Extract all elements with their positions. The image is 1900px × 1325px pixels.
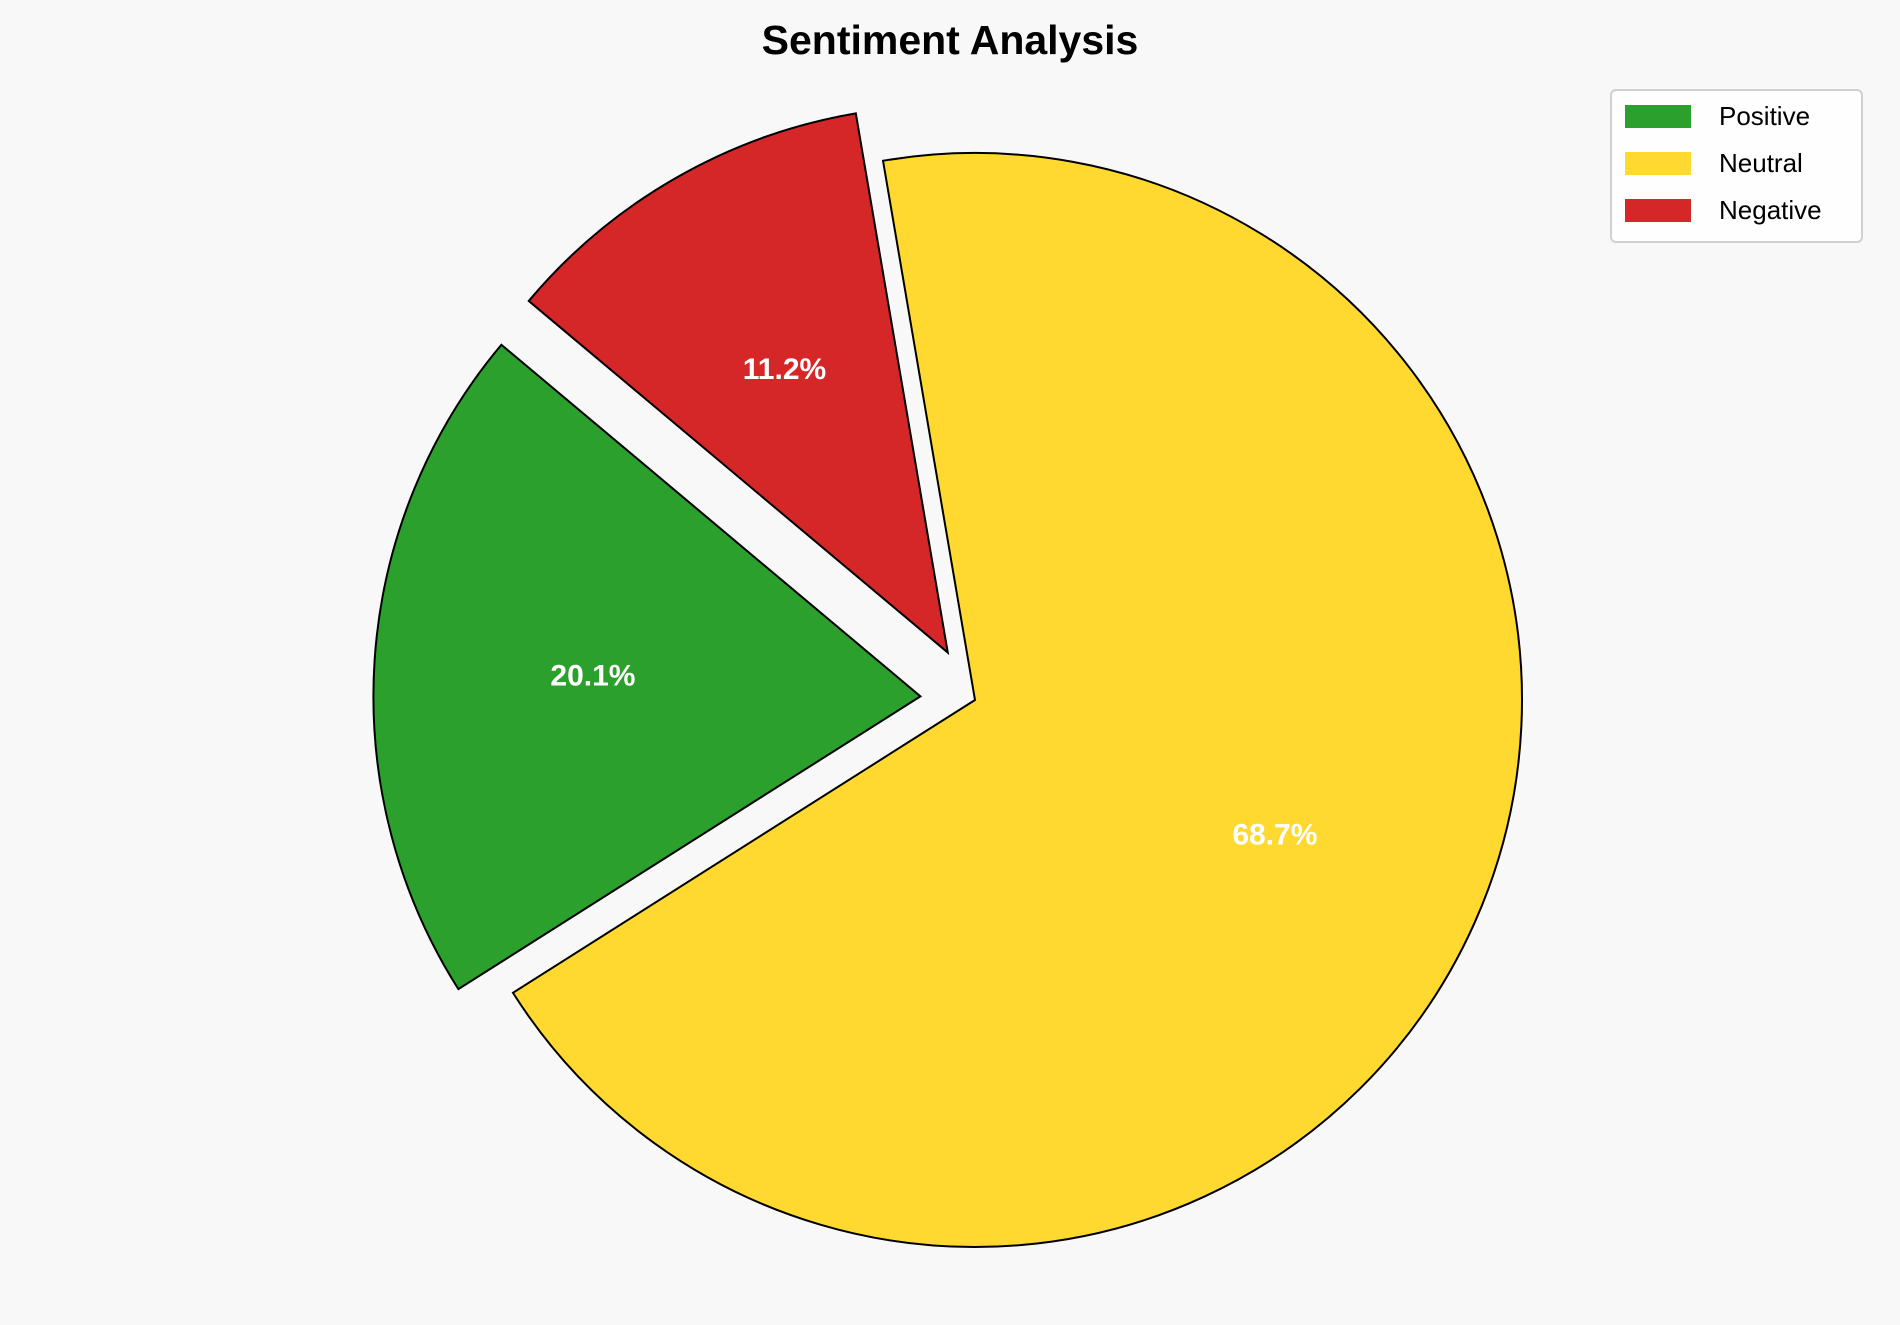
legend-label: Positive	[1719, 101, 1810, 131]
pie-wedge-negative	[527, 112, 950, 656]
legend-swatch	[1625, 105, 1691, 128]
pie-wedge-positive	[372, 343, 923, 991]
pie-labels: 20.1% 68.7% 11.2%	[550, 353, 1317, 852]
legend-label: Negative	[1719, 195, 1822, 225]
legend-item-negative: Negative	[1625, 195, 1822, 225]
pie-label-negative: 11.2%	[743, 353, 826, 386]
legend-item-neutral: Neutral	[1625, 148, 1803, 178]
pie-label-neutral: 68.7%	[1232, 818, 1317, 851]
legend-item-positive: Positive	[1625, 101, 1810, 131]
legend: Positive Neutral Negative	[1610, 89, 1863, 243]
chart-title: Sentiment Analysis	[762, 17, 1139, 63]
pie-wedges	[372, 112, 1523, 1248]
legend-label: Neutral	[1719, 148, 1803, 178]
pie-label-positive: 20.1%	[550, 659, 635, 692]
legend-swatch	[1625, 199, 1691, 222]
legend-swatch	[1625, 152, 1691, 175]
pie-wedge-neutral	[511, 152, 1523, 1248]
